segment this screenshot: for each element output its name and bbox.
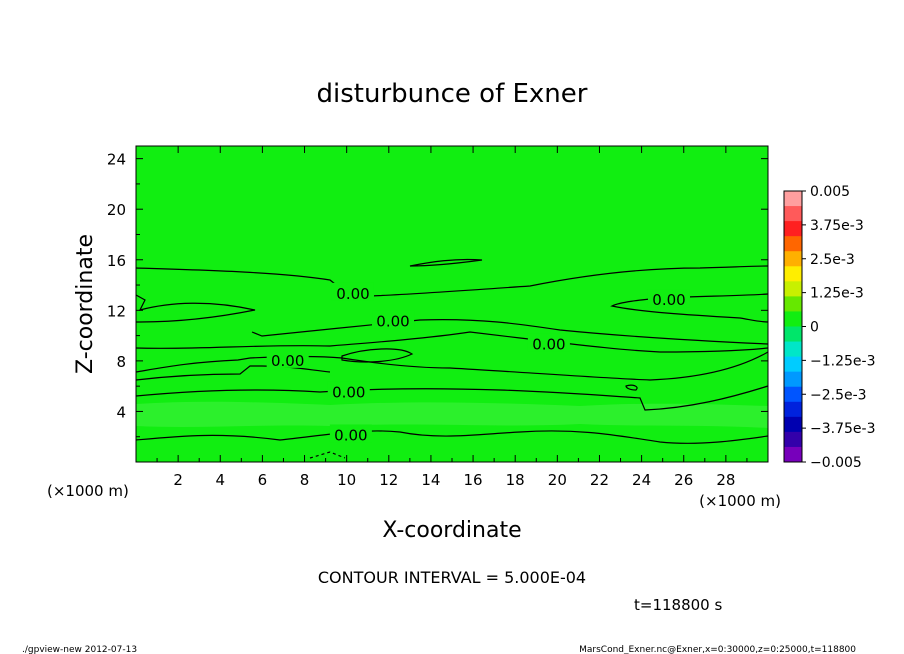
- x-tick-label: 4: [215, 471, 225, 489]
- colorbar-label: 3.75e-3: [810, 218, 864, 234]
- colorbar-segment: [784, 446, 802, 463]
- x-axis-label: X-coordinate: [382, 518, 521, 543]
- contour-line-plateau: [135, 294, 256, 323]
- contour-label: 0.00: [336, 285, 369, 303]
- chart-title: disturbunce of Exner: [317, 79, 588, 109]
- colorbar-label: −2.5e-3: [810, 387, 867, 403]
- contour-label: 0.00: [332, 383, 365, 401]
- y-axis-label: Z-coordinate: [73, 234, 98, 374]
- colorbar-segment: [784, 401, 802, 418]
- y-tick-label: 16: [107, 252, 126, 270]
- contour-label-bg: [647, 289, 690, 308]
- colorbar-segment: [784, 341, 802, 358]
- footer-right: MarsCond_Exner.nc@Exner,x=0:30000,z=0:25…: [579, 645, 856, 654]
- y-tick-label: 4: [116, 403, 126, 421]
- contour-label-bg: [266, 349, 309, 368]
- contour-label: 0.00: [271, 352, 304, 370]
- colorbar-segment: [784, 221, 802, 237]
- contour-line-mid: [135, 331, 769, 353]
- x-tick-label: 2: [173, 471, 183, 489]
- x-tick-label: 26: [674, 471, 693, 489]
- colorbar-segment: [784, 386, 802, 403]
- x-tick-label: 16: [464, 471, 483, 489]
- colorbar-segment: [784, 416, 802, 433]
- y-tick-label: 12: [107, 302, 126, 320]
- contour-label: 0.00: [376, 313, 409, 331]
- x-axis-ticks: 2 4 6 8 10 12 14 16 18 20 22 24 26 28: [156, 146, 748, 489]
- lower-light-band: [136, 401, 768, 428]
- y-tick-label: 24: [107, 151, 126, 169]
- contour-interval: CONTOUR INTERVAL = 5.000E-04: [318, 568, 586, 587]
- colorbar-label: 0: [810, 320, 819, 336]
- contour-label-bg: [327, 381, 370, 400]
- colorbar-segment: [784, 191, 802, 207]
- contour-line-lower-cap: [135, 365, 331, 381]
- colorbar-segment: [784, 356, 802, 373]
- colorbar-segment: [784, 431, 802, 448]
- colorbar-segment: [784, 236, 802, 252]
- contour-label: 0.00: [334, 426, 367, 444]
- time-stamp: t=118800 s: [634, 596, 722, 614]
- colorbar-label: −1.25e-3: [810, 353, 875, 369]
- y-tick-label: 8: [116, 353, 126, 371]
- contour-lines: [135, 258, 769, 459]
- footer-left: ./gpview-new 2012-07-13: [22, 645, 137, 654]
- contour-label: 0.00: [532, 335, 565, 353]
- contour-labels: 0.00 0.00 0.00 0.00 0.00 0.00 0.00: [266, 282, 690, 444]
- colorbar-segment: [784, 266, 802, 282]
- x-axis-unit: (×1000 m): [699, 492, 781, 510]
- x-tick-label: 22: [590, 471, 609, 489]
- x-tick-label: 18: [506, 471, 525, 489]
- contour-line-lower-mid: [135, 351, 769, 381]
- colorbar-label: 0.005: [810, 184, 850, 200]
- colorbar-label: 1.25e-3: [810, 286, 864, 302]
- contour-line-lower: [135, 385, 769, 411]
- contour-label-bg: [527, 333, 570, 352]
- contour-line-bottom: [135, 430, 769, 444]
- colorbar-segment: [784, 251, 802, 267]
- contour-line-small-bubble: [341, 348, 414, 363]
- contour-line-right-lens: [610, 293, 769, 323]
- contour-line-tiny-loop: [625, 384, 638, 391]
- x-tick-label: 8: [300, 471, 310, 489]
- x-tick-label: 10: [337, 471, 356, 489]
- colorbar: 0.005 3.75e-3 2.5e-3 1.25e-3 0 −1.25e-3 −2.5e-…: [783, 184, 875, 471]
- contour-line-bottom-dash: [309, 451, 346, 459]
- y-axis-ticks: 4 8 12 16 20 24: [107, 151, 768, 438]
- colorbar-label: 2.5e-3: [810, 252, 855, 268]
- y-axis-unit: (×1000 m): [47, 482, 129, 500]
- x-tick-label: 12: [379, 471, 398, 489]
- colorbar-label: −0.005: [810, 455, 862, 471]
- contour-line-small-lens: [409, 258, 483, 267]
- x-tick-label: 24: [632, 471, 651, 489]
- colorbar-segment: [784, 296, 802, 312]
- contour-label-bg: [331, 282, 374, 301]
- colorbar-segment: [784, 206, 802, 222]
- x-tick-label: 14: [421, 471, 440, 489]
- y-tick-label: 20: [107, 201, 126, 219]
- colorbar-segment: [784, 371, 802, 388]
- colorbar-label: −3.75e-3: [810, 421, 875, 437]
- contour-label-bg: [372, 310, 415, 329]
- contour-line-mid-upper: [251, 319, 769, 345]
- colorbar-segment: [784, 326, 802, 343]
- contour-label: 0.00: [652, 291, 685, 309]
- x-tick-label: 6: [258, 471, 268, 489]
- contour-line-upper: [135, 265, 769, 297]
- x-tick-label: 28: [716, 471, 735, 489]
- x-tick-label: 20: [548, 471, 567, 489]
- colorbar-segment: [784, 281, 802, 297]
- colorbar-segment: [784, 311, 802, 327]
- contour-label-bg: [329, 424, 372, 443]
